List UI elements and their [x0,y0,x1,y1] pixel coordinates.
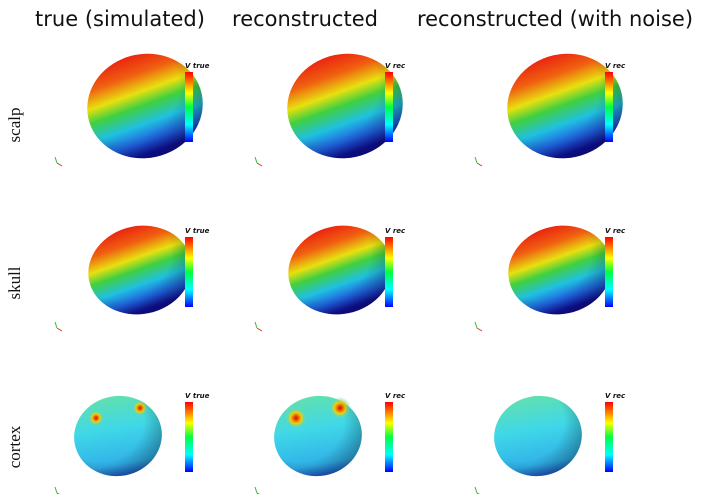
axis-y [255,487,257,493]
axis-y [255,157,257,163]
row-label: cortex [5,425,24,468]
column-title: reconstructed [232,7,378,31]
shading [67,388,170,485]
axis-x [57,328,62,331]
axis-x [477,163,482,166]
figure: true (simulated) reconstructed reconstruct… [0,0,703,494]
colorbar [605,402,613,472]
axis-x [477,328,482,331]
row-label: skull [5,266,24,299]
head-render [67,388,170,485]
head-render [80,216,200,324]
axis-y [255,322,257,328]
head-render [487,388,590,485]
axis-y [55,487,57,493]
shading [487,388,590,485]
shading [267,388,370,485]
head-render [280,216,400,324]
colorbar [605,237,613,307]
axis-x [57,163,62,166]
colorbar-title: V rec [605,392,626,400]
colorbar-title: V true [185,392,210,400]
axis-y [55,322,57,328]
axis-x [257,163,262,166]
colorbar [385,72,393,142]
shading [280,216,400,324]
colorbar [185,402,193,472]
axis-x [257,328,262,331]
row-label: scalp [5,108,24,143]
axis-y [55,157,57,163]
colorbar-title: V rec [605,227,626,235]
colorbar [605,72,613,142]
head-render [267,388,370,485]
colorbar-title: V rec [605,62,626,70]
axis-y [475,322,477,328]
colorbar-title: V rec [385,62,406,70]
column-title: reconstructed (with noise) [417,7,693,31]
column-title: true (simulated) [35,7,205,31]
head-render [500,216,620,324]
colorbar-title: V rec [385,227,406,235]
colorbar [385,237,393,307]
shading [80,216,200,324]
shading [500,216,620,324]
colorbar [385,402,393,472]
colorbar [185,72,193,142]
axis-y [475,157,477,163]
axis-y [475,487,477,493]
colorbar-title: V rec [385,392,406,400]
colorbar-title: V true [185,62,210,70]
colorbar [185,237,193,307]
colorbar-title: V true [185,227,210,235]
